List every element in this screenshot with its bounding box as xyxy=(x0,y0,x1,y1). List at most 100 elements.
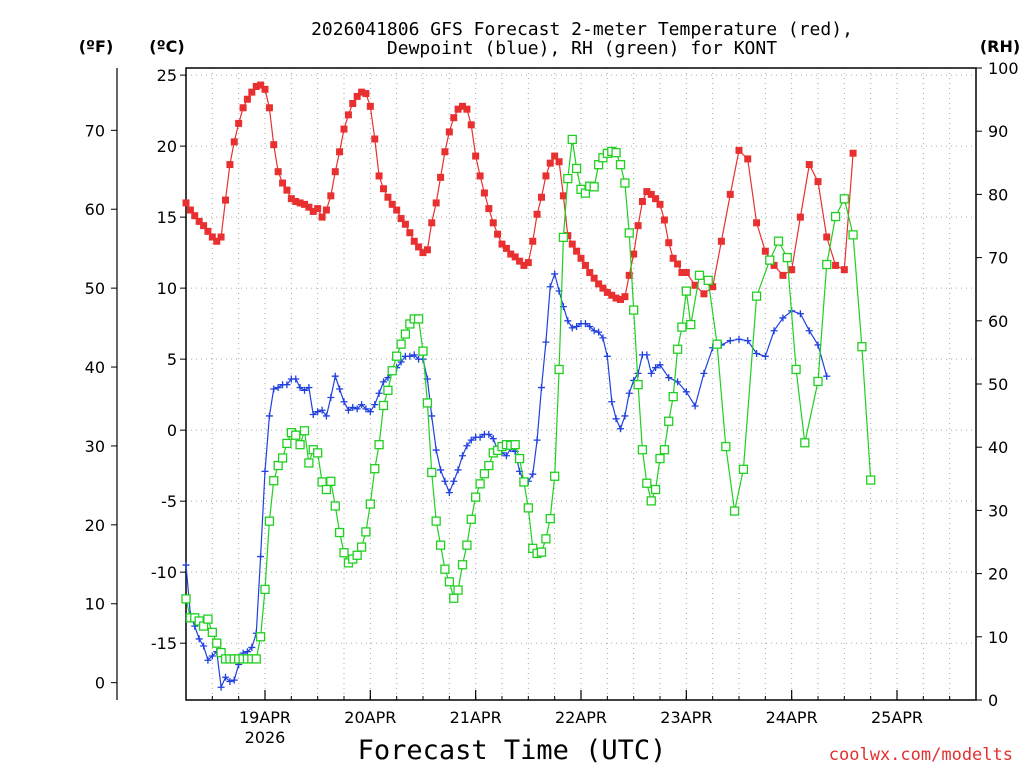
rh-point xyxy=(444,577,454,587)
dewpoint-point xyxy=(406,352,414,360)
dewpoint-point xyxy=(274,384,282,392)
temperature-point xyxy=(502,244,510,252)
temperature-point xyxy=(301,200,308,208)
temperature-point xyxy=(603,288,611,296)
temperature-point xyxy=(186,206,194,214)
tick-label-fahrenheit: 60 xyxy=(85,200,105,219)
temperature-point xyxy=(226,161,234,169)
temperature-point xyxy=(472,152,480,160)
dewpoint-point xyxy=(682,388,690,396)
rh-point xyxy=(567,134,577,145)
tick-label-rh: 100 xyxy=(988,59,1019,78)
temperature-point xyxy=(388,200,396,208)
rh-point xyxy=(317,477,327,487)
tick-label-celsius: 25 xyxy=(157,66,177,85)
chart-title-line2: Dewpoint (blue), RH (green) for KONT xyxy=(387,38,777,59)
temperature-point xyxy=(840,266,848,274)
temperature-point xyxy=(366,102,374,110)
temperature-point xyxy=(261,85,269,93)
temperature-point xyxy=(494,230,502,238)
temperature-point xyxy=(779,271,787,279)
rh-point xyxy=(374,440,384,450)
rh-point xyxy=(510,440,520,450)
rh-point xyxy=(291,430,301,440)
temperature-point xyxy=(344,111,352,119)
dewpoint-point xyxy=(625,389,633,397)
temperature-point xyxy=(314,205,322,213)
dewpoint-point xyxy=(726,337,734,345)
temperature-point xyxy=(217,233,225,241)
rh-point xyxy=(514,453,525,464)
tick-label-celsius: -10 xyxy=(151,563,177,582)
temperature-point xyxy=(788,266,796,274)
rh-point xyxy=(677,322,687,332)
dewpoint-point xyxy=(437,466,445,474)
tick-label-celsius: 20 xyxy=(157,137,177,156)
dewpoint-point xyxy=(261,467,269,475)
dewpoint-point xyxy=(318,406,326,414)
tick-label-celsius: -15 xyxy=(151,634,177,653)
rh-point xyxy=(541,534,551,544)
dewpoint-point xyxy=(551,270,559,278)
dewpoint-point xyxy=(257,553,265,561)
temperature-point xyxy=(309,207,317,215)
temperature-point xyxy=(257,81,265,89)
grid-lines xyxy=(186,68,976,700)
dewpoint-point xyxy=(467,436,475,444)
temperature-point xyxy=(287,195,295,203)
temperature-point xyxy=(608,291,616,299)
rh-point xyxy=(457,560,468,570)
rh-point xyxy=(629,305,639,315)
dewpoint-point xyxy=(691,402,699,410)
temperature-point xyxy=(322,206,330,214)
temperature-point xyxy=(182,199,190,207)
celsius-axis-label: (ºC) xyxy=(149,37,184,56)
temperature-point xyxy=(327,192,335,200)
temperature-point xyxy=(638,198,646,206)
rh-point xyxy=(453,585,463,595)
rh-point xyxy=(295,440,305,450)
temperature-point xyxy=(305,203,313,211)
temperature-point xyxy=(222,196,229,204)
dewpoint-point xyxy=(542,338,550,346)
tick-label-date: 19APR xyxy=(239,708,291,727)
temperature-point xyxy=(761,247,769,255)
dewpoint-point xyxy=(375,389,383,397)
dewpoint-point xyxy=(463,442,471,450)
temperature-point xyxy=(331,168,339,176)
rh-point xyxy=(611,148,621,158)
rh-point xyxy=(624,228,634,238)
rh-point xyxy=(681,286,691,296)
dewpoint-point xyxy=(441,477,449,485)
rh-point xyxy=(207,627,217,638)
data-series xyxy=(181,81,876,691)
temperature-point xyxy=(524,259,532,267)
rh-point xyxy=(571,163,582,174)
rh-point xyxy=(330,501,340,511)
temperature-point xyxy=(516,257,524,265)
dewpoint-point xyxy=(735,335,743,343)
tick-label-rh: 10 xyxy=(988,628,1008,647)
dewpoint-point xyxy=(665,374,673,382)
rh-point xyxy=(848,230,858,240)
temperature-point xyxy=(463,105,471,113)
tick-label-celsius: 15 xyxy=(157,208,177,227)
rh-point xyxy=(413,314,424,324)
dewpoint-point xyxy=(454,466,462,474)
rh-point xyxy=(703,275,713,286)
temperature-point xyxy=(533,210,541,218)
rh-point xyxy=(519,477,529,487)
dewpoint-point xyxy=(761,352,769,360)
temperature-point xyxy=(796,213,804,221)
rh-point xyxy=(356,542,367,552)
dewpoint-point xyxy=(603,352,611,360)
dewpoint-point xyxy=(823,372,831,380)
tick-label-date: 21APR xyxy=(450,708,502,727)
tick-label-date: 24APR xyxy=(766,708,818,727)
temperature-point xyxy=(709,283,717,291)
temperature-point xyxy=(397,215,405,223)
dewpoint-point xyxy=(599,334,607,342)
temperature-point xyxy=(336,148,344,156)
dewpoint-point xyxy=(608,398,616,406)
dewpoint-point xyxy=(322,412,330,420)
